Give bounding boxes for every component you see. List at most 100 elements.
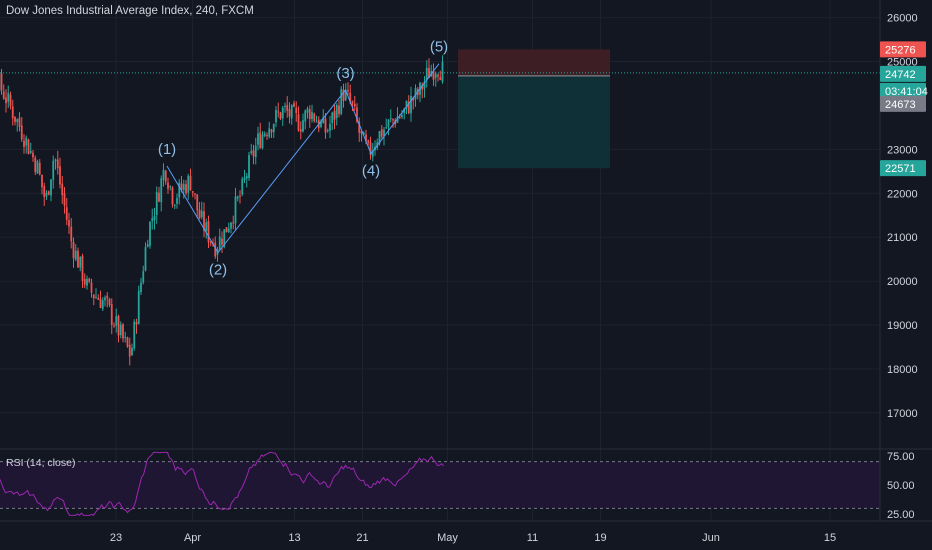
wave-label-3: (3) <box>336 65 354 82</box>
candle-body <box>25 137 28 146</box>
candle-body <box>221 238 223 245</box>
candle-body <box>441 61 444 82</box>
candle-body <box>200 210 203 218</box>
candle-body <box>38 162 41 175</box>
rsi-pane <box>0 448 932 516</box>
candle-body <box>257 133 259 145</box>
price-tick-label: 25000 <box>887 56 918 68</box>
candle-body <box>380 129 383 137</box>
candle-body <box>214 242 217 257</box>
candle-body <box>392 119 394 121</box>
candle-body <box>329 123 331 131</box>
candle-body <box>389 118 392 120</box>
candle-body <box>342 89 345 101</box>
candle-body <box>349 92 352 102</box>
candle-body <box>155 192 158 215</box>
candle-body <box>241 178 244 195</box>
candle-body <box>428 67 430 79</box>
candle-body <box>302 120 304 132</box>
wave-label-4: (4) <box>362 163 380 180</box>
candle-body <box>243 177 246 180</box>
candle-body <box>259 132 262 148</box>
candle-body <box>95 296 97 298</box>
candle-body <box>421 84 424 90</box>
candle-body <box>160 178 163 203</box>
candle-body <box>261 134 264 149</box>
rsi-label: RSI (14, close) <box>6 457 76 469</box>
candle-body <box>164 170 167 182</box>
candle-body <box>218 236 221 250</box>
candle-body <box>196 194 199 211</box>
candle-body <box>239 195 241 197</box>
candle-body <box>128 344 131 357</box>
candle-body <box>387 119 390 127</box>
candle-body <box>178 182 181 198</box>
candle-body <box>50 179 52 196</box>
candle-body <box>236 196 239 199</box>
candle-body <box>245 175 248 179</box>
candle-body <box>79 256 82 268</box>
candle-body <box>407 101 410 114</box>
entry-price-tag-bg <box>880 95 926 112</box>
target-zone <box>458 75 610 169</box>
candle-body <box>437 74 439 77</box>
wave-label-5: (5) <box>430 39 448 56</box>
candle-body <box>74 250 77 260</box>
position-zones <box>0 49 880 169</box>
candle-body <box>59 166 61 185</box>
candle-body <box>439 77 442 80</box>
candle-body <box>396 116 399 123</box>
candle-body <box>367 140 370 143</box>
price-tick-label: 20000 <box>887 276 918 288</box>
candle-body <box>187 175 190 193</box>
candle-body <box>335 104 338 119</box>
time-tick-label: Apr <box>184 532 201 544</box>
candle-body <box>311 112 313 120</box>
candle-body <box>234 196 237 224</box>
current-price-tag: 24742 <box>885 69 916 81</box>
candle-body <box>63 193 66 206</box>
candle-body <box>353 103 356 107</box>
price-tick-label: 22000 <box>887 188 918 200</box>
candle-body <box>223 229 226 247</box>
time-tick-label: 21 <box>356 532 368 544</box>
rsi-band <box>0 461 880 509</box>
candle-body <box>41 174 43 188</box>
stop-price-tag: 25276 <box>885 44 916 56</box>
candle-body <box>205 222 208 231</box>
candle-body <box>88 278 91 282</box>
candle-body <box>383 129 385 136</box>
candle-body <box>90 282 93 293</box>
candle-body <box>97 297 100 300</box>
rsi-tick-label: 50.00 <box>887 480 915 492</box>
candle-body <box>344 89 347 100</box>
candle-body <box>232 222 235 224</box>
candle-body <box>14 116 16 122</box>
candle-body <box>432 70 435 80</box>
candle-body <box>167 182 169 189</box>
candle-body <box>191 191 194 193</box>
candle-body <box>356 107 358 122</box>
candle-body <box>158 192 160 202</box>
countdown-tag: 03:41:04 <box>885 86 928 98</box>
candle-body <box>54 159 57 162</box>
candle-body <box>434 73 437 78</box>
time-tick-label: 23 <box>110 532 122 544</box>
candle-body <box>209 241 212 243</box>
price-tick-label: 18000 <box>887 364 918 376</box>
entry-price-tag: 24673 <box>885 99 916 111</box>
candle-body <box>131 347 133 356</box>
candle-body <box>315 121 318 123</box>
time-tick-label: 11 <box>527 532 538 544</box>
rsi-tick-label: 25.00 <box>887 509 915 521</box>
candle-body <box>0 73 3 91</box>
candle-body <box>371 150 374 157</box>
candle-body <box>81 256 84 281</box>
candle-body <box>266 134 268 136</box>
candle-body <box>207 221 210 243</box>
candle-body <box>297 114 300 131</box>
price-tick-label: 21000 <box>887 232 918 244</box>
candle-body <box>56 159 59 169</box>
